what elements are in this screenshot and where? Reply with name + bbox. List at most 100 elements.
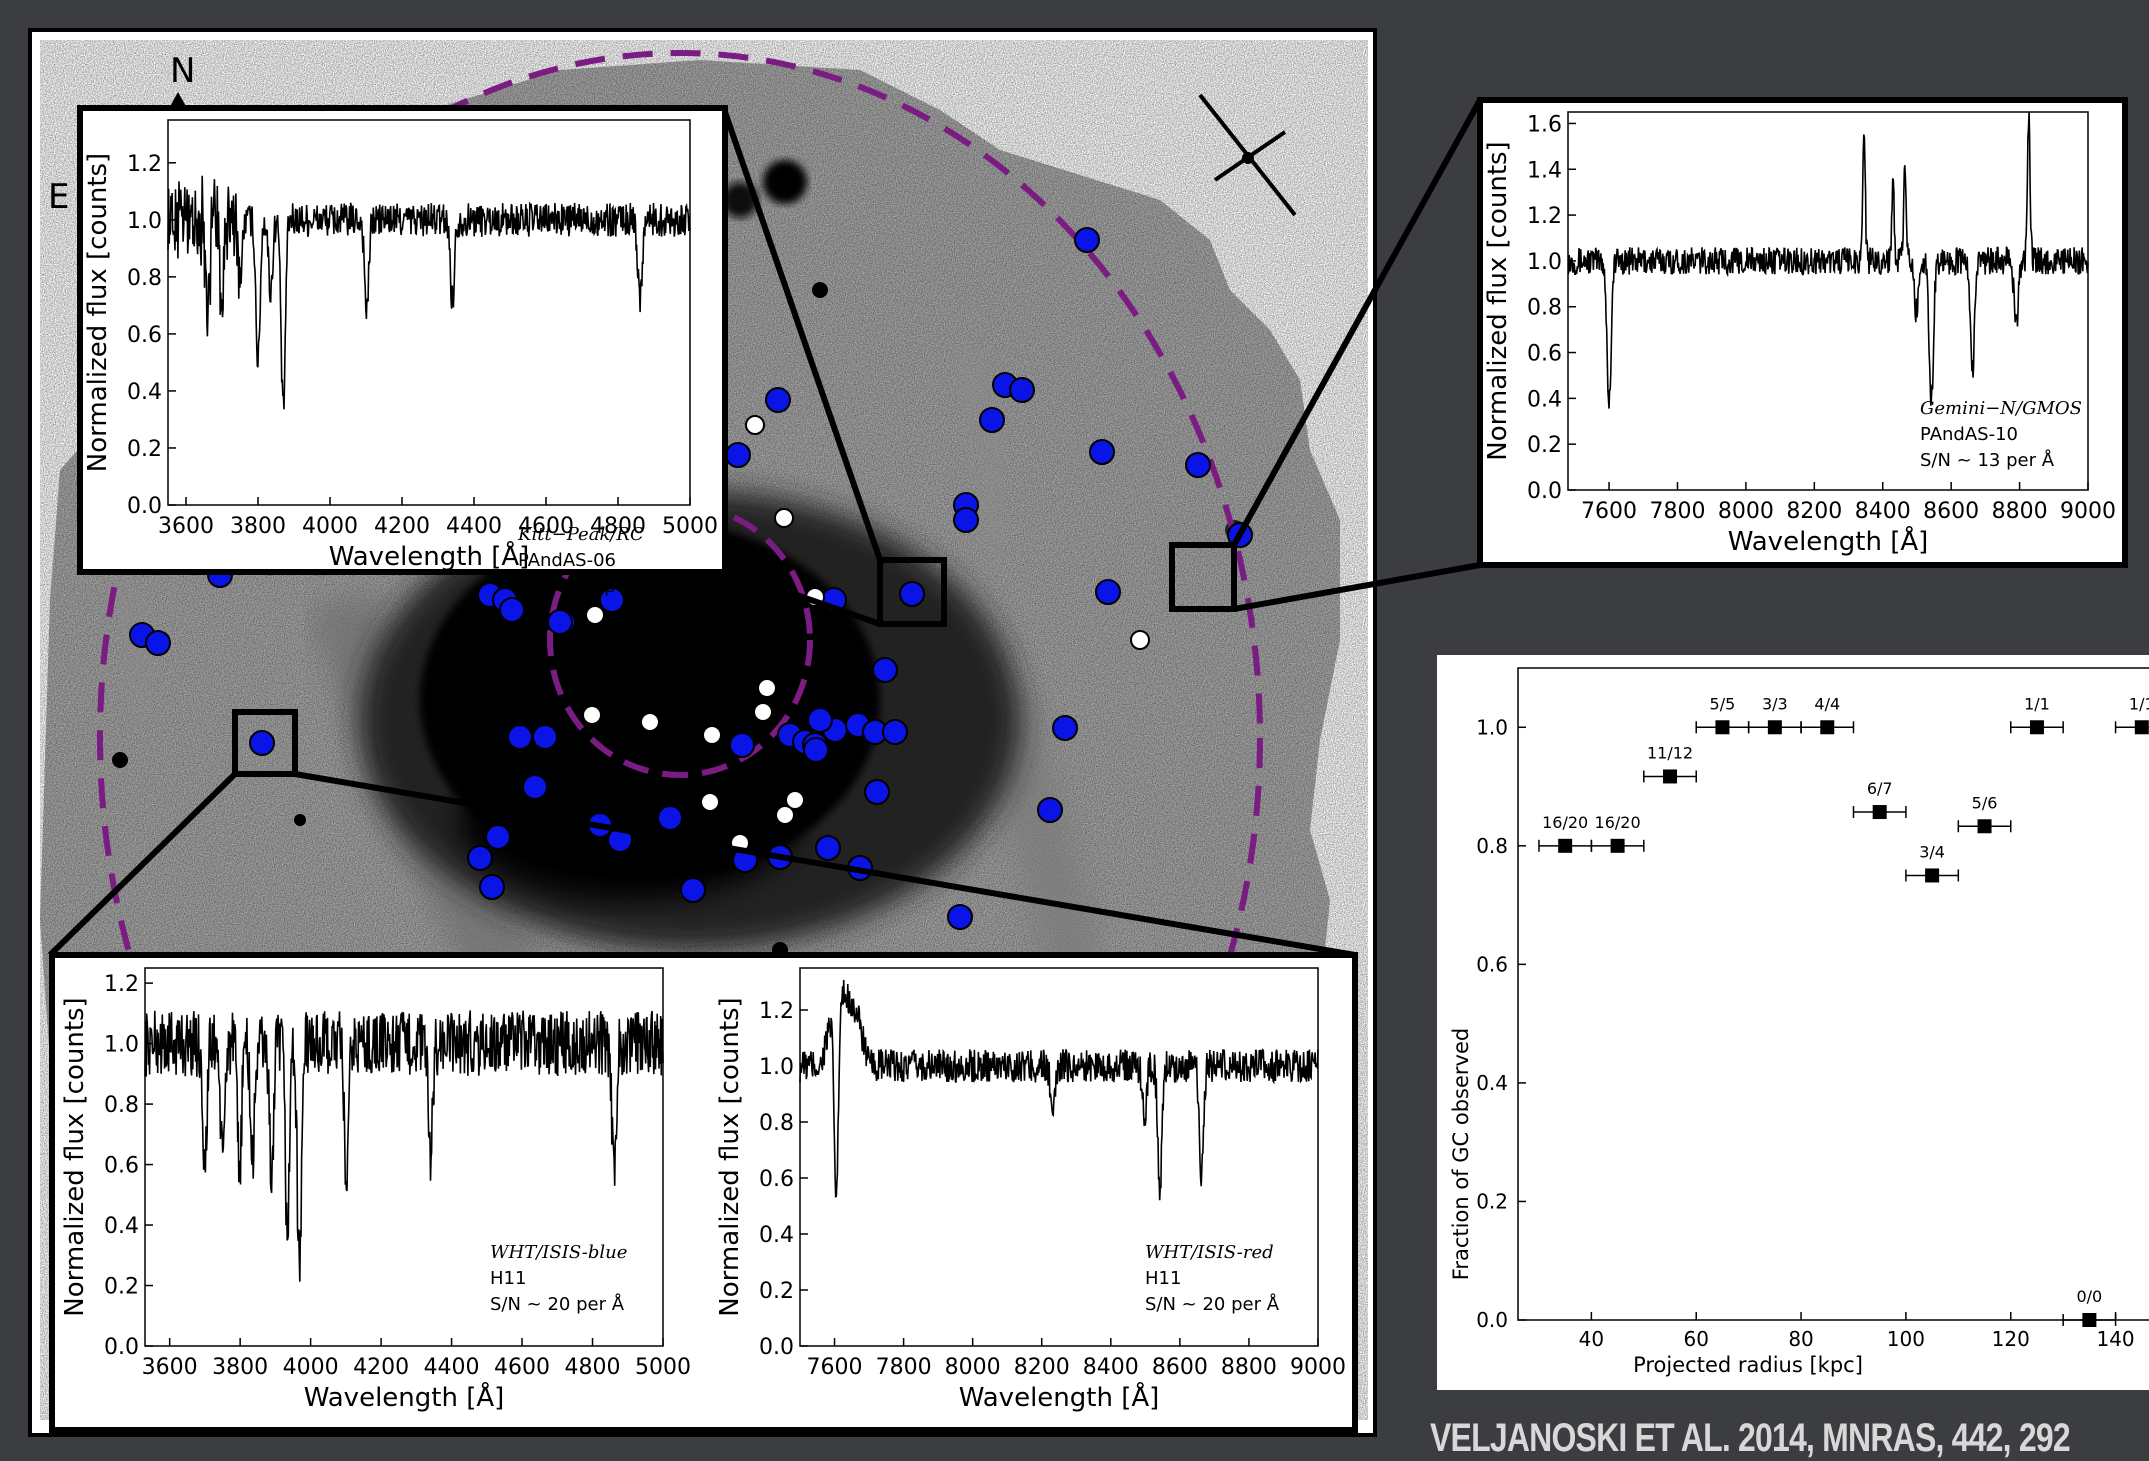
gc-other-dot <box>774 508 794 528</box>
y-axis-label: Normalized flux [counts] <box>60 997 90 1316</box>
y-tick-label: 1.2 <box>104 972 139 997</box>
crosshair-center <box>1242 152 1254 164</box>
y-tick-label: 0.4 <box>1527 387 1562 412</box>
data-point <box>1872 805 1887 820</box>
gc-observed-dot <box>522 774 548 800</box>
y-tick-label: 0.2 <box>759 1279 794 1304</box>
gc-other-dot <box>745 415 765 435</box>
fraction-chart: 40 60 80 100 120 140 0.0 0.2 0.4 0.6 0.8 1.0 16/20 16… <box>1449 667 2149 1377</box>
spec-kittpeak-plot: 3600 3800 4000 4200 4400 4600 4800 5000 0.0 0.2 0.… <box>83 119 718 597</box>
x-tick-label: 5000 <box>635 1355 691 1380</box>
gc-other-dot <box>785 790 805 810</box>
instrument-label: Gemini−N/GMOS <box>1920 398 2082 419</box>
y-axis-label: Normalized flux [counts] <box>715 997 745 1316</box>
y-tick-label: 1.0 <box>759 1055 794 1080</box>
x-axis-label: Wavelength [Å] <box>329 540 530 572</box>
x-tick-label: 7800 <box>1649 499 1705 524</box>
object-label: PAndAS-06 <box>518 550 616 571</box>
gc-observed-dot <box>479 874 505 900</box>
x-tick-label: 8000 <box>945 1355 1001 1380</box>
gc-observed-dot <box>899 581 925 607</box>
y-tick-label: 1.4 <box>1527 158 1562 183</box>
x-tick-label: 100 <box>1887 1327 1925 1351</box>
gc-other-dot <box>757 678 777 698</box>
gc-observed-dot <box>872 657 898 683</box>
x-tick-label: 8000 <box>1718 499 1774 524</box>
x-tick-label: 7600 <box>1581 499 1637 524</box>
gc-observed-dot <box>765 387 791 413</box>
instrument-label: WHT/ISIS-blue <box>490 1242 627 1263</box>
x-tick-label: 4800 <box>565 1355 621 1380</box>
gc-fraction-panel <box>1437 655 2149 1390</box>
highlight-box-pandas10 <box>1169 542 1237 612</box>
spec-gemini-plot: 7600 7800 8000 8200 8400 8600 8800 9000 0.0 0.2 0.… <box>1483 111 2116 557</box>
x-tick-label: 60 <box>1683 1327 1708 1351</box>
snr-label: S/N ~ 35 per Å <box>518 575 653 597</box>
leader-lines <box>47 98 1483 958</box>
snr-label: S/N ~ 20 per Å <box>490 1293 625 1315</box>
instrument-label: Kitt−Peak/RC <box>517 524 644 545</box>
gc-observed-dot <box>1095 579 1121 605</box>
y-tick-label: 1.2 <box>759 999 794 1024</box>
y-tick-label: 0.0 <box>759 1335 794 1360</box>
y-axis-label: Normalized flux [counts] <box>1483 141 1513 460</box>
point-label: 11/12 <box>1647 743 1693 762</box>
x-tick-label: 4600 <box>494 1355 550 1380</box>
y-tick-label: 0.2 <box>127 437 162 462</box>
gc-observed-dot <box>815 835 841 861</box>
gc-observed-dot <box>680 877 706 903</box>
gc-observed-dot <box>979 407 1005 433</box>
y-tick-label: 0.4 <box>127 380 162 405</box>
x-tick-label: 4200 <box>353 1355 409 1380</box>
foreground-star <box>294 814 306 826</box>
gc-other-dot <box>585 605 605 625</box>
gc-observed-dot <box>547 609 573 635</box>
gc-other-dot <box>1130 630 1150 650</box>
data-point <box>1663 769 1678 784</box>
y-tick-label: 0.2 <box>104 1275 139 1300</box>
y-axis-label: Fraction of GC observed <box>1449 1028 1473 1280</box>
gc-observed-dot <box>145 630 171 656</box>
x-axis-label: Projected radius [kpc] <box>1633 1353 1863 1377</box>
y-tick-label: 1.6 <box>1527 112 1562 137</box>
gc-other-dot <box>775 805 795 825</box>
y-tick-label: 0.0 <box>1527 479 1562 504</box>
point-label: 3/3 <box>1762 694 1788 713</box>
gc-observed-dot <box>532 724 558 750</box>
x-tick-label: 4600 <box>518 514 574 539</box>
data-point <box>1767 720 1782 735</box>
data-point <box>1610 838 1625 853</box>
gc-other-dot <box>700 792 720 812</box>
gc-observed-dot <box>953 507 979 533</box>
spec-wht-blue-plot: 3600 3800 4000 4200 4400 4600 4800 5000 0.0 0.2 0.… <box>60 967 691 1413</box>
data-point <box>1820 720 1835 735</box>
x-tick-label: 4400 <box>446 514 502 539</box>
plots-layer: 3600 3800 4000 4200 4400 4600 4800 5000 0.0 0.2 0.… <box>60 111 2149 1413</box>
y-tick-label: 0.0 <box>127 494 162 519</box>
stream-north <box>946 342 1015 561</box>
x-tick-label: 4000 <box>283 1355 339 1380</box>
compass-north-label: N <box>170 51 195 91</box>
x-tick-label: 120 <box>1992 1327 2030 1351</box>
gc-observed-dot <box>657 805 683 831</box>
x-tick-label: 140 <box>2096 1327 2134 1351</box>
point-label: 5/5 <box>1710 694 1736 713</box>
gc-observed-dot <box>1089 439 1115 465</box>
point-label: 3/4 <box>1919 842 1945 861</box>
x-tick-label: 8600 <box>1152 1355 1208 1380</box>
point-label: 5/6 <box>1972 793 1998 812</box>
point-label: 6/7 <box>1867 779 1893 798</box>
x-tick-label: 9000 <box>1290 1355 1346 1380</box>
y-tick-label: 0.8 <box>1476 834 1508 858</box>
x-axis-label: Wavelength [Å] <box>959 1381 1160 1413</box>
point-label: 1/1 <box>2129 694 2149 713</box>
x-tick-label: 3600 <box>142 1355 198 1380</box>
highlight-box-h11 <box>232 709 298 777</box>
citation: VELJANOSKI ET AL. 2014, MNRAS, 442, 292 <box>1430 1416 2071 1460</box>
object-label: H11 <box>490 1268 526 1289</box>
instrument-label: WHT/ISIS-red <box>1145 1242 1274 1263</box>
compass-east-label: E <box>48 177 69 217</box>
x-tick-label: 8200 <box>1786 499 1842 524</box>
plot-frame <box>1567 111 2089 491</box>
